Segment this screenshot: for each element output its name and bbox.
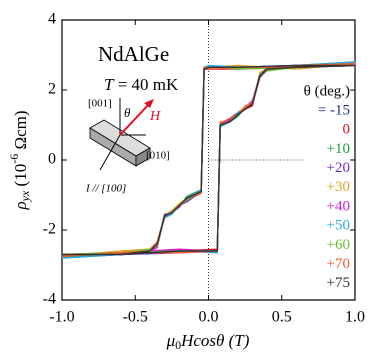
inset-label: H bbox=[149, 109, 161, 124]
legend-entry: +20 bbox=[327, 160, 350, 176]
temperature-label: T = 40 mK bbox=[104, 75, 179, 94]
x-tick-label: 0.5 bbox=[272, 309, 292, 326]
data-line bbox=[61, 61, 356, 259]
y-label-sup: -6 bbox=[7, 154, 21, 164]
x-label-text: Hcosθ (T) bbox=[180, 331, 250, 350]
temperature-symbol: T bbox=[104, 75, 115, 94]
legend-entry: +10 bbox=[327, 141, 350, 157]
y-label-text: (10 bbox=[11, 164, 30, 191]
legend-entry: +40 bbox=[327, 198, 350, 214]
inset: [001] θ H [010] I // [100] bbox=[85, 98, 170, 195]
y-tick-label: 0 bbox=[48, 151, 56, 168]
x-tick-label: 0.0 bbox=[199, 309, 219, 326]
x-label-sub: 0 bbox=[175, 338, 181, 352]
legend-entry: = -15 bbox=[318, 102, 350, 118]
legend-entry: +50 bbox=[327, 218, 350, 234]
y-label-unit: Ωcm) bbox=[11, 110, 30, 153]
legend-entry: +60 bbox=[327, 237, 350, 253]
y-tick-label: -2 bbox=[43, 221, 56, 238]
x-label-symbol: μ bbox=[166, 331, 176, 350]
legend-entry: +75 bbox=[327, 275, 350, 291]
x-axis-label: μ0Hcosθ (T) bbox=[166, 331, 250, 352]
legend-entry: +70 bbox=[327, 256, 350, 272]
y-label-sub: yx bbox=[18, 190, 32, 202]
y-label-symbol: ρ bbox=[11, 201, 30, 210]
legend-entry: 0 bbox=[343, 122, 351, 138]
y-axis-label: ρyx (10-6 Ωcm) bbox=[7, 110, 32, 210]
inset-axis-x bbox=[99, 134, 121, 171]
inset-label: [010] bbox=[146, 150, 170, 162]
temperature-text: = 40 mK bbox=[113, 75, 179, 94]
inset-arrowhead bbox=[144, 99, 154, 108]
y-tick-label: 2 bbox=[48, 81, 56, 98]
legend-entry: +30 bbox=[327, 179, 350, 195]
y-tick-label: 4 bbox=[48, 11, 56, 28]
x-tick-label: 1.0 bbox=[345, 309, 365, 326]
legend-title: θ (deg.) bbox=[304, 83, 350, 99]
inset-prism-end bbox=[135, 147, 151, 167]
inset-field-arrow bbox=[119, 102, 151, 136]
inset-label: I // [100] bbox=[85, 183, 126, 195]
x-tick-label: -0.5 bbox=[123, 309, 148, 326]
x-tick-label: -1.0 bbox=[49, 309, 74, 326]
inset-label: [001] bbox=[88, 98, 112, 110]
data-line bbox=[62, 64, 356, 256]
chart-title: NdAlGe bbox=[98, 42, 169, 66]
inset-label: θ bbox=[124, 105, 131, 120]
y-tick-label: -4 bbox=[43, 291, 56, 308]
